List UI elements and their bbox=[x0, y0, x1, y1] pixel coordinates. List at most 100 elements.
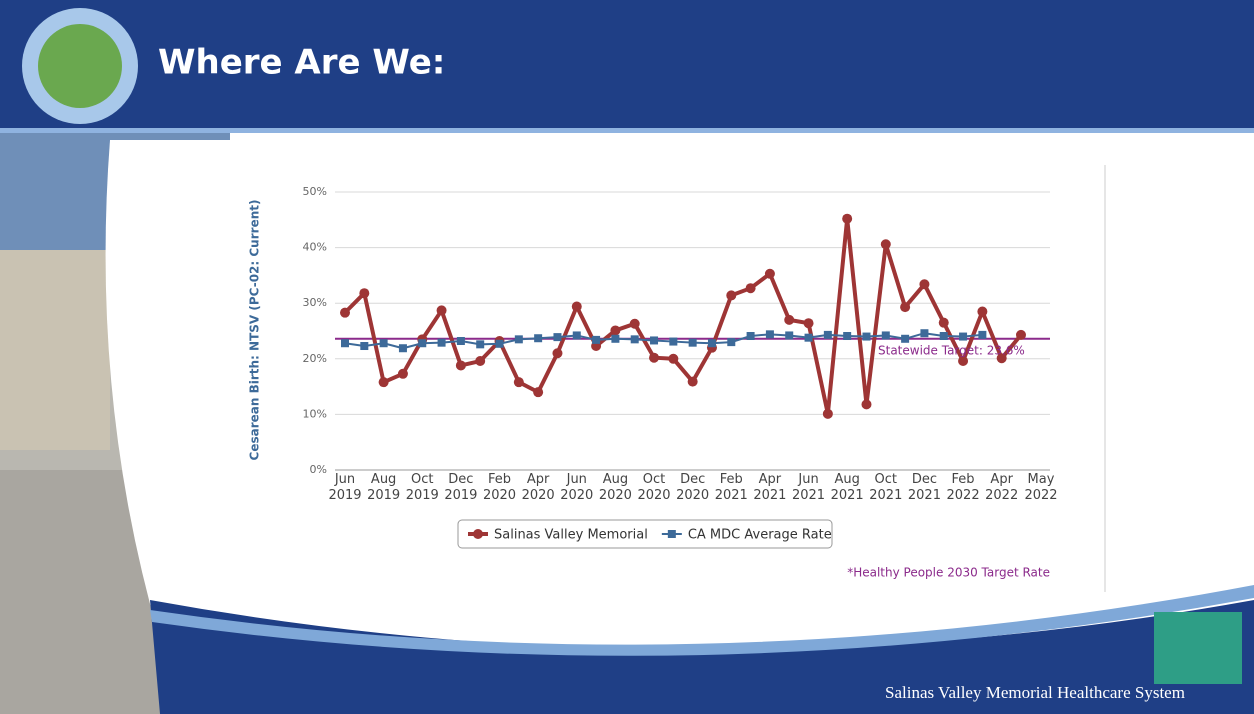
y-axis-title: Cesarean Birth: NTSV (PC-02: Current) bbox=[248, 200, 262, 461]
legend-marker bbox=[473, 529, 483, 539]
legend bbox=[457, 519, 833, 549]
point bbox=[553, 333, 562, 342]
target-label: Statewide Target: 23.6% bbox=[878, 344, 1025, 358]
header-stripe bbox=[0, 128, 1254, 133]
legend-marker bbox=[667, 530, 676, 538]
series-line bbox=[344, 332, 983, 350]
point bbox=[456, 337, 465, 346]
plot: 0% 10% 20% 30% 40% 50% Statewide Target: 23.6% bbox=[303, 185, 1050, 476]
point bbox=[746, 332, 755, 341]
point bbox=[959, 332, 968, 341]
point bbox=[552, 348, 563, 359]
point bbox=[861, 399, 872, 410]
point bbox=[822, 408, 833, 419]
x-tick-label: Oct 2019 bbox=[405, 472, 439, 503]
point bbox=[533, 387, 544, 398]
point bbox=[784, 314, 795, 325]
legend-label: Salinas Valley Memorial bbox=[494, 528, 648, 543]
legend-label: CA MDC Average Rate bbox=[688, 528, 832, 543]
point bbox=[397, 368, 408, 379]
point bbox=[688, 338, 697, 347]
point bbox=[514, 335, 523, 344]
point bbox=[379, 339, 388, 348]
x-tick-label: Jun 2021 bbox=[791, 472, 826, 503]
point bbox=[571, 301, 582, 312]
point bbox=[726, 290, 737, 301]
point bbox=[862, 332, 871, 341]
point bbox=[455, 360, 466, 371]
point bbox=[359, 288, 370, 299]
x-tick-label: Aug 2020 bbox=[598, 472, 632, 503]
x-tick-label: Apr 2022 bbox=[985, 472, 1019, 503]
point bbox=[707, 339, 716, 348]
point bbox=[803, 318, 814, 329]
point bbox=[785, 331, 794, 340]
point bbox=[978, 330, 987, 339]
x-tick-label: Dec 2019 bbox=[444, 472, 478, 503]
header bbox=[0, 0, 1254, 132]
point bbox=[398, 344, 407, 353]
point bbox=[649, 352, 660, 363]
point bbox=[668, 353, 679, 364]
x-tick-label: Feb 2022 bbox=[946, 472, 980, 503]
point bbox=[495, 339, 504, 348]
x-tick-label: Oct 2021 bbox=[869, 472, 903, 503]
slide-title: Where Are We: bbox=[158, 43, 445, 83]
point bbox=[378, 377, 389, 388]
point bbox=[610, 325, 621, 336]
point bbox=[475, 356, 486, 367]
footer: Salinas Valley Memorial Healthcare Syste… bbox=[885, 683, 1185, 702]
point bbox=[996, 353, 1007, 364]
y-tick-label: 20% bbox=[303, 352, 327, 365]
y-tick-label: 10% bbox=[303, 407, 327, 420]
point bbox=[939, 332, 948, 341]
y-tick-label: 50% bbox=[303, 185, 327, 198]
point bbox=[900, 302, 911, 313]
point bbox=[572, 331, 581, 340]
x-tick-label: Feb 2021 bbox=[714, 472, 748, 503]
x-tick-label: Apr 2021 bbox=[753, 472, 787, 503]
point bbox=[629, 318, 640, 329]
y-tick-label: 30% bbox=[303, 296, 327, 309]
point bbox=[765, 330, 774, 339]
point bbox=[687, 376, 698, 387]
point bbox=[360, 342, 369, 351]
y-tick-label: 0% bbox=[310, 463, 327, 476]
point bbox=[745, 283, 756, 294]
x-tick-label: Jun 2020 bbox=[560, 472, 594, 503]
x-tick-label: Dec 2021 bbox=[907, 472, 941, 503]
x-tick-label: Apr 2020 bbox=[521, 472, 555, 503]
point bbox=[611, 334, 620, 343]
point bbox=[476, 340, 485, 349]
point bbox=[938, 317, 949, 328]
bottom-band bbox=[150, 600, 1254, 714]
point bbox=[901, 334, 910, 343]
point bbox=[437, 338, 446, 347]
x-tick-label: Aug 2021 bbox=[830, 472, 864, 503]
point bbox=[977, 306, 988, 317]
point bbox=[920, 329, 929, 338]
point bbox=[823, 330, 832, 339]
point bbox=[1016, 329, 1026, 340]
photo-building bbox=[0, 250, 110, 450]
x-tick-label: Aug 2019 bbox=[367, 472, 401, 503]
point bbox=[592, 335, 601, 344]
y-tick-label: 40% bbox=[303, 241, 327, 254]
point bbox=[880, 239, 891, 250]
point bbox=[842, 213, 853, 224]
point bbox=[513, 377, 524, 388]
point bbox=[958, 356, 969, 367]
magnet-badge bbox=[1154, 612, 1242, 684]
point bbox=[630, 335, 639, 344]
point bbox=[881, 331, 890, 340]
point bbox=[843, 332, 852, 341]
x-tick-label: Oct 2020 bbox=[637, 472, 671, 503]
point bbox=[340, 307, 350, 318]
point bbox=[436, 305, 447, 316]
x-tick-label: Feb 2020 bbox=[482, 472, 517, 503]
point bbox=[669, 337, 678, 346]
point bbox=[418, 339, 427, 348]
x-tick-label: Dec 2020 bbox=[676, 472, 710, 503]
